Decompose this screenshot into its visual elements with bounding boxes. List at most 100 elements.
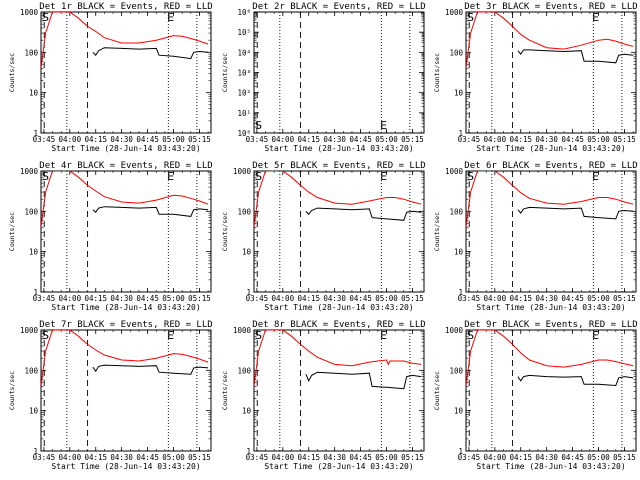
x-tick-label: 03:45 xyxy=(246,453,269,462)
panel-title: Det 9r BLACK = Events, RED = LLD xyxy=(464,320,637,330)
x-axis-label: Start Time (28-Jun-14 03:43:20) xyxy=(51,144,200,153)
x-tick-label: 04:30 xyxy=(535,294,558,303)
x-tick-label: 03:45 xyxy=(33,294,56,303)
y-tick-label: 1 xyxy=(458,447,463,456)
x-tick-label: 05:00 xyxy=(587,294,610,303)
x-tick-label: 04:30 xyxy=(323,135,346,144)
x-tick-label: 03:45 xyxy=(246,294,269,303)
x-tick-label: 05:00 xyxy=(587,453,610,462)
y-tick-label: 1000 xyxy=(445,167,464,176)
y-tick-label: 1 xyxy=(33,129,38,138)
y-tick-label: 100 xyxy=(449,207,463,216)
x-tick-label: 04:15 xyxy=(297,135,320,144)
lld-rate-line xyxy=(466,171,634,228)
y-axis-label: Counts/sec xyxy=(221,212,229,251)
lld-rate-line xyxy=(41,330,209,387)
start-marker-label: S xyxy=(255,329,262,342)
y-axis-label: Counts/sec xyxy=(8,212,16,251)
y-tick-label: 10⁵ xyxy=(237,28,251,37)
panel-title: Det 3r BLACK = Events, RED = LLD xyxy=(464,2,637,12)
x-tick-label: 04:45 xyxy=(136,294,159,303)
y-tick-label: 10 xyxy=(454,248,464,257)
start-marker-label: S xyxy=(467,11,474,24)
y-tick-label: 10⁴ xyxy=(237,48,251,57)
start-marker-label: S xyxy=(467,170,474,183)
y-tick-label: 10 xyxy=(29,407,39,416)
x-tick-label: 04:45 xyxy=(136,453,159,462)
plot-frame xyxy=(40,11,212,134)
y-tick-label: 10³ xyxy=(237,69,251,78)
y-tick-label: 10 xyxy=(454,89,464,98)
x-tick-label: 05:15 xyxy=(613,135,636,144)
y-tick-label: 10 xyxy=(29,248,39,257)
x-tick-label: 05:15 xyxy=(401,453,424,462)
x-tick-label: 04:45 xyxy=(349,135,372,144)
x-tick-label: 04:15 xyxy=(84,294,107,303)
start-marker-label: S xyxy=(42,329,49,342)
x-axis-label: Start Time (28-Jun-14 03:43:20) xyxy=(476,303,625,312)
y-axis-label: Counts/sec xyxy=(8,371,16,410)
end-marker-label: E xyxy=(167,329,174,342)
panel-det-2: Det 2r BLACK = Events, RED = LLD 10⁰ 10¹ 10… xyxy=(221,2,426,153)
y-tick-label: 10 xyxy=(242,248,252,257)
plot-frame xyxy=(465,329,637,452)
x-tick-label: 05:00 xyxy=(375,453,398,462)
x-tick-label: 04:00 xyxy=(484,453,507,462)
x-axis-label: Start Time (28-Jun-14 03:43:20) xyxy=(476,462,625,471)
end-marker-label: E xyxy=(380,329,387,342)
x-tick-label: 05:15 xyxy=(401,294,424,303)
panel-title: Det 8r BLACK = Events, RED = LLD xyxy=(252,320,425,330)
x-axis-label: Start Time (28-Jun-14 03:43:20) xyxy=(51,303,200,312)
x-tick-label: 04:00 xyxy=(272,294,295,303)
x-tick-label: 04:30 xyxy=(323,453,346,462)
y-tick-label: 1000 xyxy=(20,8,39,17)
x-tick-label: 04:30 xyxy=(535,453,558,462)
plot-frame xyxy=(40,329,212,452)
y-tick-label: 10² xyxy=(237,89,251,98)
x-tick-label: 03:45 xyxy=(33,453,56,462)
y-tick-label: 100 xyxy=(449,48,463,57)
y-tick-label: 10 xyxy=(29,89,39,98)
panel-det-1: Det 1r BLACK = Events, RED = LLD 1 10 100 10… xyxy=(8,2,213,153)
y-tick-label: 10 xyxy=(242,407,252,416)
y-tick-label: 1 xyxy=(33,447,38,456)
x-tick-label: 04:00 xyxy=(484,135,507,144)
x-tick-label: 04:15 xyxy=(509,135,532,144)
panel-title: Det 7r BLACK = Events, RED = LLD xyxy=(39,320,212,330)
event-rate-line xyxy=(305,371,422,390)
event-rate-line xyxy=(517,49,634,64)
x-tick-label: 03:45 xyxy=(458,294,481,303)
end-marker-label: E xyxy=(592,11,599,24)
lld-rate-line xyxy=(254,171,422,228)
event-rate-line xyxy=(92,206,209,217)
x-tick-label: 03:45 xyxy=(246,135,269,144)
y-tick-label: 100 xyxy=(24,366,38,375)
x-tick-label: 04:15 xyxy=(297,294,320,303)
x-tick-label: 04:00 xyxy=(59,294,82,303)
x-tick-label: 05:15 xyxy=(188,453,211,462)
y-tick-label: 100 xyxy=(237,207,251,216)
event-rate-line xyxy=(92,364,209,375)
x-tick-label: 04:00 xyxy=(272,135,295,144)
y-tick-label: 10⁰ xyxy=(237,129,251,138)
x-tick-label: 04:45 xyxy=(561,453,584,462)
end-marker-label: E xyxy=(380,119,387,132)
start-marker-label: S xyxy=(42,170,49,183)
y-tick-label: 1 xyxy=(246,447,251,456)
panel-det-4: Det 4r BLACK = Events, RED = LLD 1 10 100 10… xyxy=(8,161,213,312)
panel-det-3: Det 3r BLACK = Events, RED = LLD 1 10 100 10… xyxy=(433,2,638,153)
y-tick-label: 10⁶ xyxy=(237,8,251,17)
x-tick-label: 04:00 xyxy=(484,294,507,303)
y-tick-label: 1 xyxy=(458,288,463,297)
x-tick-label: 05:15 xyxy=(188,135,211,144)
lld-rate-line xyxy=(466,330,634,387)
plot-frame xyxy=(465,11,637,134)
x-tick-label: 03:45 xyxy=(458,453,481,462)
x-axis-label: Start Time (28-Jun-14 03:43:20) xyxy=(51,462,200,471)
plot-frame xyxy=(40,170,212,293)
x-tick-label: 04:15 xyxy=(509,294,532,303)
x-tick-label: 04:30 xyxy=(535,135,558,144)
event-rate-line xyxy=(92,47,209,60)
